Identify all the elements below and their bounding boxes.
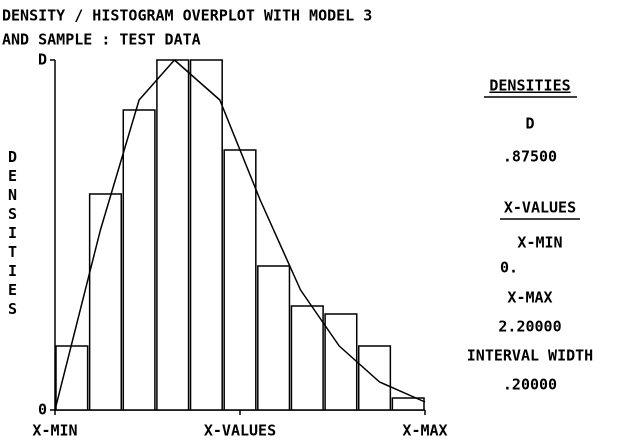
bar — [156, 59, 190, 411]
side-panel: DENSITIES D .87500 X-VALUES X-MIN 0. X-M… — [467, 77, 593, 394]
chart-title: DENSITY / HISTOGRAM OVERPLOT WITH MODEL … — [2, 7, 372, 25]
panel-label: X-MIN — [517, 234, 562, 252]
bar — [189, 59, 223, 411]
bar — [357, 345, 392, 411]
bar — [324, 313, 358, 411]
panel-label: D — [525, 115, 534, 133]
panel-label: X-MAX — [507, 289, 552, 307]
bar — [223, 149, 257, 411]
chart-subtitle: AND SAMPLE : TEST DATA — [2, 31, 201, 49]
x-tick-label: X-MAX — [402, 422, 447, 440]
bar — [55, 345, 89, 411]
x-tick-label: X-VALUES — [204, 422, 276, 440]
y-tick-label: 0 — [38, 401, 47, 419]
density-curve — [54, 59, 426, 411]
bar — [122, 109, 156, 411]
y-tick-label: D — [38, 51, 47, 69]
panel-value: .87500 — [503, 148, 557, 166]
panel-value: 2.20000 — [498, 318, 561, 336]
panel-value: 0. — [500, 259, 518, 277]
panel-heading: X-VALUES — [504, 199, 576, 217]
panel-value: .20000 — [503, 376, 557, 394]
bar — [391, 397, 425, 411]
panel-heading: DENSITIES — [489, 77, 570, 95]
panel-label: INTERVAL WIDTH — [467, 347, 593, 365]
y-axis-label: DENSITIES — [4, 148, 22, 319]
bar — [88, 193, 123, 411]
bar — [257, 265, 291, 411]
x-tick-label: X-MIN — [32, 422, 77, 440]
bar — [290, 305, 324, 411]
